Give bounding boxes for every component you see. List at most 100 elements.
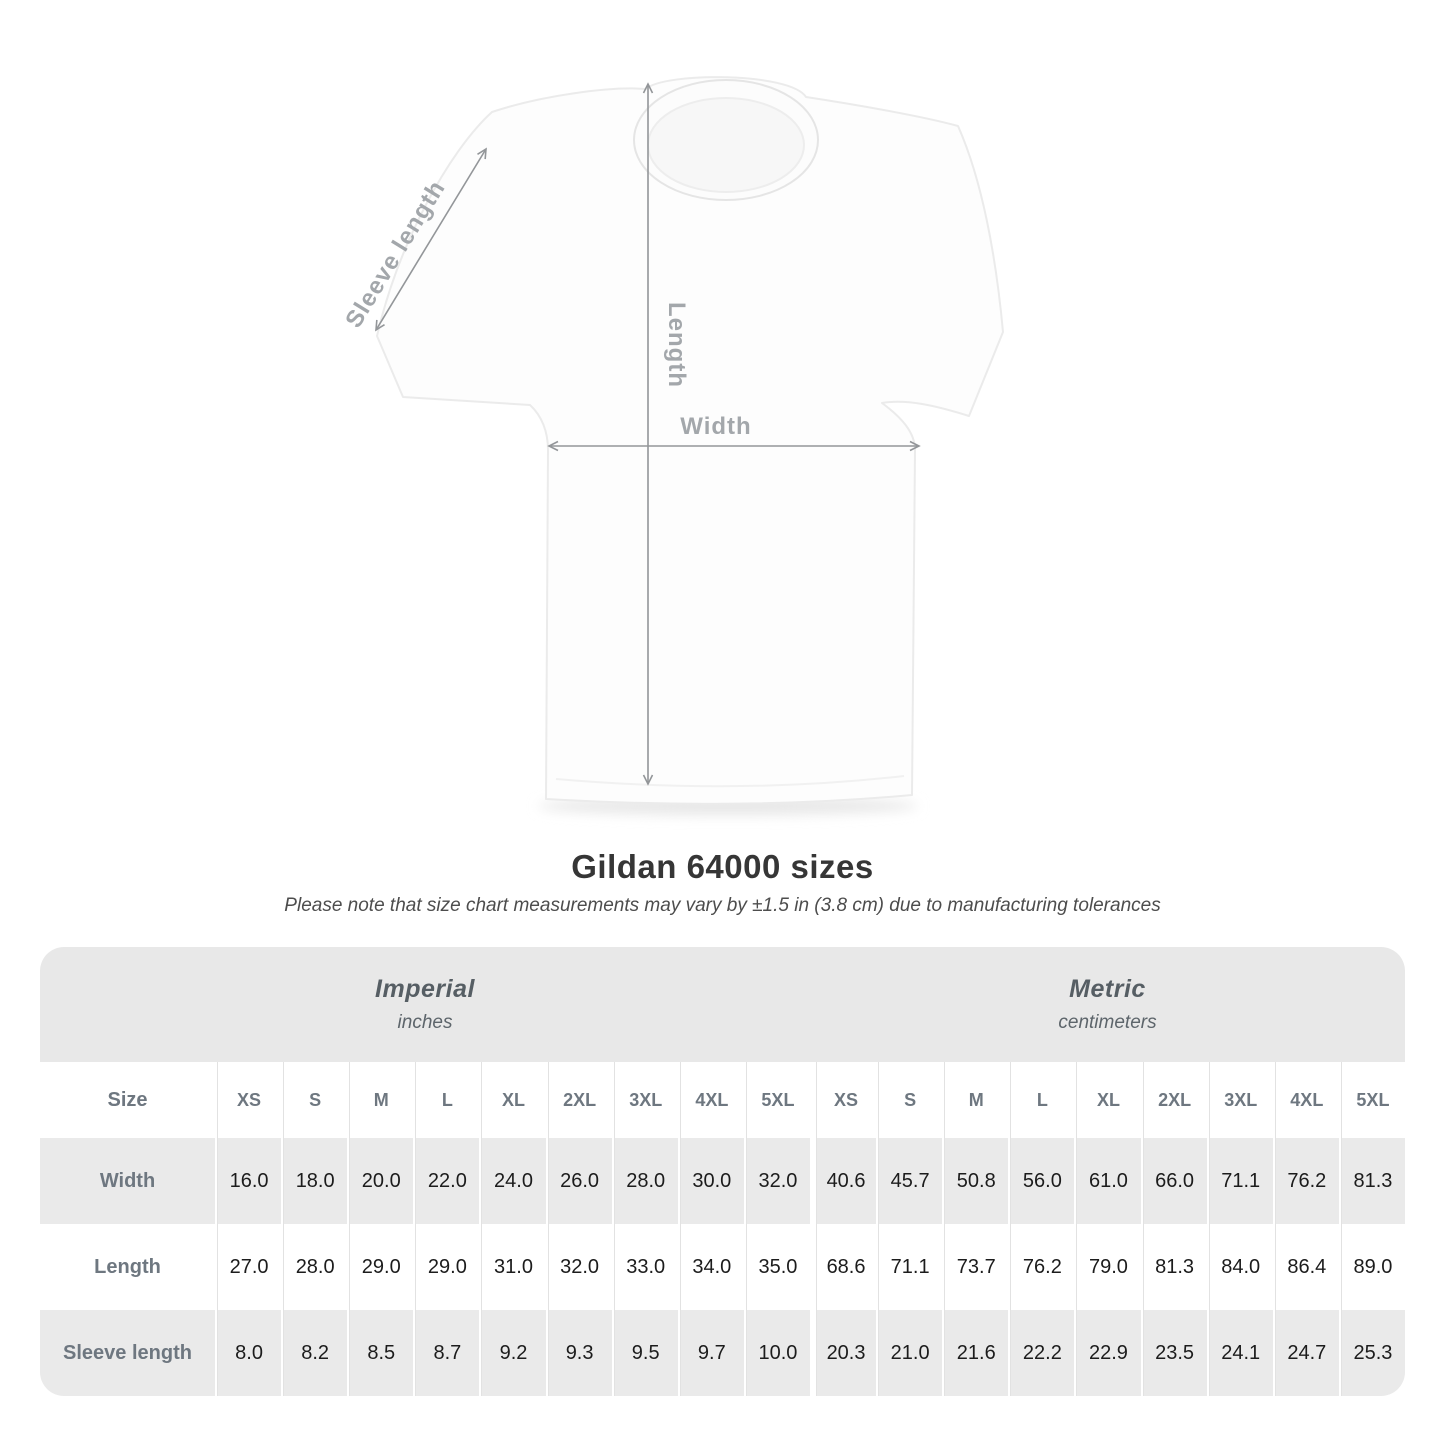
value-cell-imperial: 28.0	[611, 1138, 678, 1224]
tshirt-silhouette	[376, 76, 1004, 805]
value-cell-imperial: 8.5	[347, 1310, 414, 1396]
value-cell-metric: 21.0	[876, 1310, 943, 1396]
value-cell-metric: 86.4	[1272, 1224, 1339, 1310]
size-header-row: Size XS S M L XL 2XL 3XL 4XL 5XL XS S M L XL 2XL 3XL 4XL 5…	[40, 1062, 1405, 1138]
collar-inner	[647, 97, 805, 193]
value-cell-imperial: 27.0	[215, 1224, 282, 1310]
page-title: Gildan 64000 sizes	[571, 848, 874, 885]
value-cell-metric: 89.0	[1338, 1224, 1405, 1310]
size-table: Imperial inches Metric centimeters Size X…	[40, 947, 1405, 1396]
measurement-row: Width 16.0 18.0 20.0 22.0 24.0 26.0 28.0 30.0 32.…	[40, 1138, 1405, 1224]
value-cell-imperial: 8.7	[413, 1310, 480, 1396]
value-cell-imperial: 9.3	[545, 1310, 612, 1396]
imperial-band-unit: inches	[397, 1012, 453, 1033]
size-col-header: M	[347, 1062, 414, 1138]
measurement-row: Length 27.0 28.0 29.0 29.0 31.0 32.0 33.0 34.0 35…	[40, 1224, 1405, 1310]
size-col-header: 3XL	[611, 1062, 678, 1138]
tshirt-measure-diagram: Sleeve length Length Width	[340, 76, 1004, 815]
value-cell-imperial: 30.0	[677, 1138, 744, 1224]
size-col-header: 5XL	[1338, 1062, 1405, 1138]
value-cell-imperial: 29.0	[413, 1224, 480, 1310]
value-cell-imperial: 8.0	[215, 1310, 282, 1396]
value-cell-imperial: 9.2	[479, 1310, 546, 1396]
value-cell-imperial: 31.0	[479, 1224, 546, 1310]
hem-stitch-line	[555, 775, 905, 788]
value-cell-metric: 45.7	[876, 1138, 943, 1224]
size-col-header: XL	[1074, 1062, 1141, 1138]
metric-band: Metric centimeters	[809, 947, 1405, 1062]
value-cell-metric: 68.6	[809, 1224, 877, 1310]
length-label: Length	[663, 302, 690, 388]
measurement-row-label: Length	[40, 1224, 215, 1310]
size-col-header: 4XL	[677, 1062, 744, 1138]
value-cell-metric: 20.3	[809, 1310, 877, 1396]
value-cell-metric: 23.5	[1140, 1310, 1207, 1396]
value-cell-imperial: 26.0	[545, 1138, 612, 1224]
value-cell-metric: 66.0	[1140, 1138, 1207, 1224]
size-col-header: L	[413, 1062, 480, 1138]
value-cell-metric: 21.6	[942, 1310, 1009, 1396]
value-cell-imperial: 35.0	[743, 1224, 810, 1310]
value-cell-imperial: 32.0	[545, 1224, 612, 1310]
value-cell-metric: 24.7	[1272, 1310, 1339, 1396]
value-cell-metric: 84.0	[1206, 1224, 1273, 1310]
value-cell-imperial: 16.0	[215, 1138, 282, 1224]
size-col-header: 5XL	[743, 1062, 810, 1138]
value-cell-metric: 71.1	[1206, 1138, 1273, 1224]
imperial-band: Imperial inches	[40, 947, 810, 1062]
size-col-header: L	[1008, 1062, 1075, 1138]
size-col-header: XS	[809, 1062, 877, 1138]
value-cell-metric: 79.0	[1074, 1224, 1141, 1310]
page-subtitle: Please note that size chart measurements…	[284, 895, 1161, 916]
value-cell-imperial: 28.0	[281, 1224, 348, 1310]
value-cell-metric: 71.1	[876, 1224, 943, 1310]
metric-band-title: Metric	[1069, 975, 1146, 1003]
value-cell-imperial: 34.0	[677, 1224, 744, 1310]
value-cell-imperial: 10.0	[743, 1310, 810, 1396]
value-cell-imperial: 9.5	[611, 1310, 678, 1396]
size-corner-label: Size	[40, 1062, 215, 1138]
sleeve-length-arrow	[375, 147, 487, 332]
value-cell-metric: 56.0	[1008, 1138, 1075, 1224]
value-cell-metric: 76.2	[1008, 1224, 1075, 1310]
size-col-header: XS	[215, 1062, 282, 1138]
size-col-header: 2XL	[1140, 1062, 1207, 1138]
value-cell-metric: 22.9	[1074, 1310, 1141, 1396]
size-table-body: Size XS S M L XL 2XL 3XL 4XL 5XL XS S M L XL 2XL 3XL 4XL 5…	[40, 1062, 1405, 1396]
value-cell-metric: 24.1	[1206, 1310, 1273, 1396]
value-cell-imperial: 32.0	[743, 1138, 810, 1224]
value-cell-metric: 81.3	[1338, 1138, 1405, 1224]
size-col-header: S	[281, 1062, 348, 1138]
value-cell-metric: 22.2	[1008, 1310, 1075, 1396]
unit-band-row: Imperial inches Metric centimeters	[40, 947, 1405, 1062]
value-cell-imperial: 20.0	[347, 1138, 414, 1224]
size-col-header: 4XL	[1272, 1062, 1339, 1138]
metric-band-unit: centimeters	[1058, 1012, 1157, 1033]
measurement-row-label: Sleeve length	[40, 1310, 215, 1396]
value-cell-metric: 61.0	[1074, 1138, 1141, 1224]
value-cell-imperial: 29.0	[347, 1224, 414, 1310]
width-label: Width	[680, 413, 751, 440]
value-cell-imperial: 9.7	[677, 1310, 744, 1396]
imperial-band-title: Imperial	[375, 975, 475, 1003]
value-cell-imperial: 8.2	[281, 1310, 348, 1396]
value-cell-metric: 73.7	[942, 1224, 1009, 1310]
value-cell-metric: 81.3	[1140, 1224, 1207, 1310]
size-col-header: 3XL	[1206, 1062, 1273, 1138]
size-col-header: 2XL	[545, 1062, 612, 1138]
size-col-header: M	[942, 1062, 1009, 1138]
value-cell-imperial: 33.0	[611, 1224, 678, 1310]
value-cell-metric: 40.6	[809, 1138, 877, 1224]
value-cell-metric: 76.2	[1272, 1138, 1339, 1224]
size-col-header: S	[876, 1062, 943, 1138]
value-cell-metric: 25.3	[1338, 1310, 1405, 1396]
value-cell-imperial: 18.0	[281, 1138, 348, 1224]
value-cell-metric: 50.8	[942, 1138, 1009, 1224]
size-col-header: XL	[479, 1062, 546, 1138]
value-cell-imperial: 24.0	[479, 1138, 546, 1224]
size-table-container: Imperial inches Metric centimeters Size X…	[40, 947, 1405, 1396]
measurement-row-label: Width	[40, 1138, 215, 1224]
value-cell-imperial: 22.0	[413, 1138, 480, 1224]
measurement-row: Sleeve length 8.0 8.2 8.5 8.7 9.2 9.3 9.5 9.7 10.…	[40, 1310, 1405, 1396]
